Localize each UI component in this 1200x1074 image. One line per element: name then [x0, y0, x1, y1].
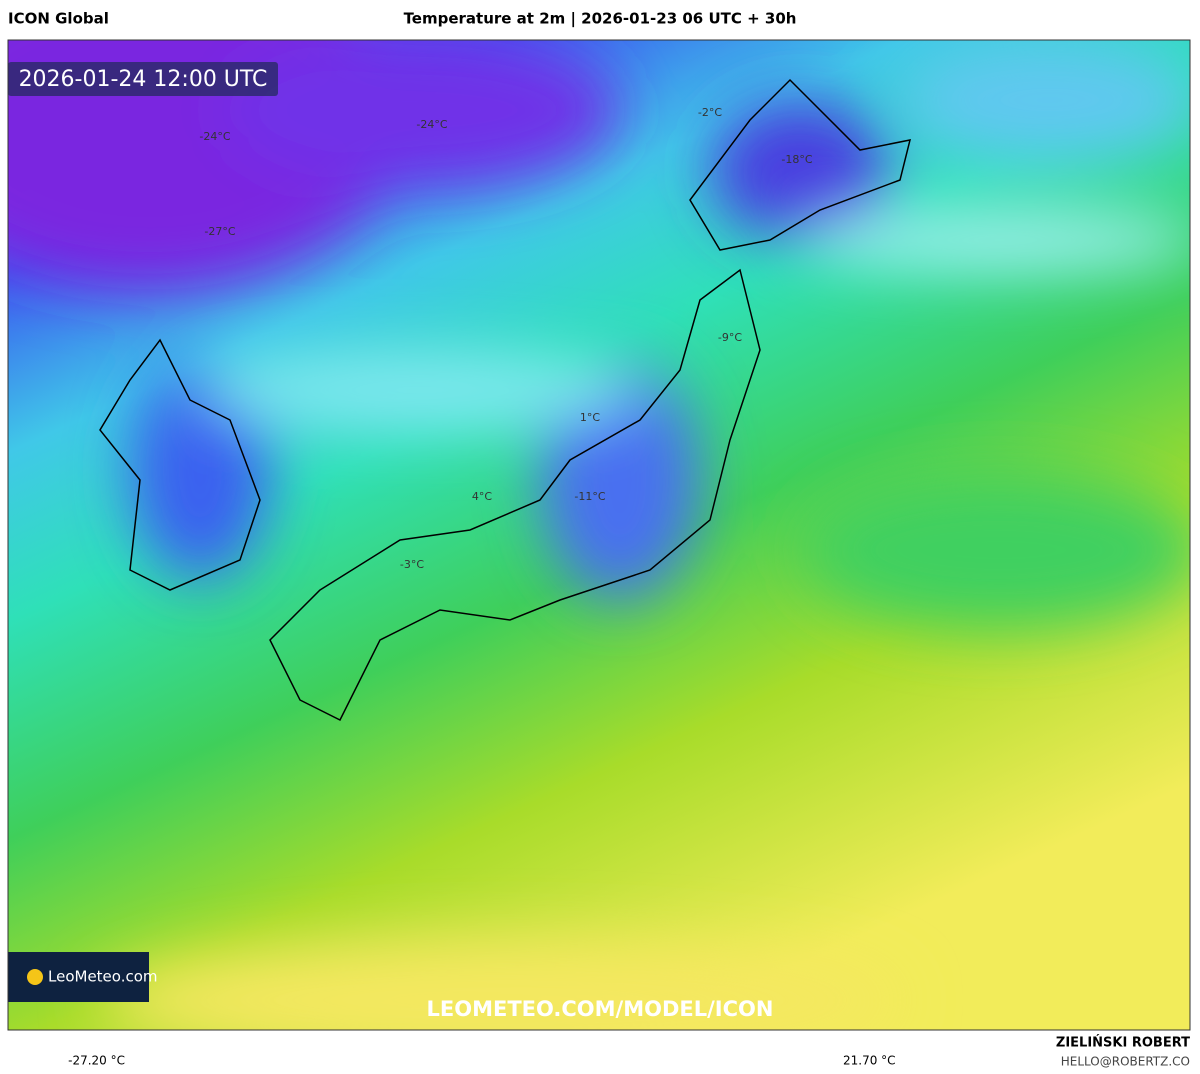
temperature-label: -2°C	[698, 106, 722, 119]
colorbar-max: 21.70 °C	[843, 1054, 896, 1068]
coastline-japan	[269, 268, 761, 722]
temperature-label: -18°C	[781, 153, 812, 166]
temperature-label: 1°C	[580, 411, 600, 424]
timestamp: 2026-01-24 12:00 UTC	[19, 67, 268, 92]
temperature-label: -3°C	[400, 558, 424, 571]
model-name: ICON Global	[8, 10, 109, 28]
coastline-korea	[99, 338, 261, 591]
map-title: Temperature at 2m | 2026-01-23 06 UTC + …	[404, 10, 797, 29]
watermark: LEOMETEO.COM/MODEL/ICON	[427, 997, 774, 1021]
logo-sun	[27, 969, 43, 985]
temperature-label: -24°C	[199, 130, 230, 143]
temperature-label: -11°C	[574, 490, 605, 503]
temperature-label: -27°C	[204, 225, 235, 238]
coastline-hokkaido	[689, 78, 912, 251]
map-frame	[7, 39, 1191, 1031]
temperature-label: -9°C	[718, 331, 742, 344]
credit-email: HELLO@ROBERTZ.CO	[1061, 1055, 1190, 1069]
temperature-label: -24°C	[416, 118, 447, 131]
colorbar-min: -27.20 °C	[68, 1054, 125, 1068]
temperature-labels: -24°C -24°C -27°C -2°C -18°C -9°C 1°C 4°C -11°C -…	[199, 106, 812, 571]
logo: LeoMeteo.com	[48, 968, 158, 986]
temperature-label: 4°C	[472, 490, 492, 503]
credit-name: ZIELIŃSKI ROBERT	[1056, 1035, 1190, 1051]
timestamp-box	[8, 62, 278, 96]
